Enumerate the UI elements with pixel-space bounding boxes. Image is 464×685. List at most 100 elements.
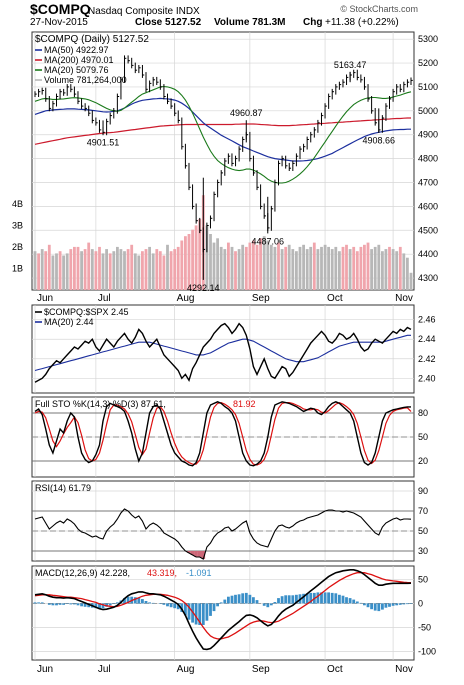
volume-bar (284, 246, 288, 290)
price-annotation: 5163.47 (334, 60, 367, 70)
price-annotation: 4960.87 (230, 108, 263, 118)
macd-histogram-bar (141, 599, 144, 604)
price-annotation: 4487.06 (251, 236, 284, 246)
volume-bar (176, 246, 180, 290)
macd-histogram-bar (201, 603, 205, 625)
volume-bar (241, 244, 245, 290)
macd-histogram-bar (166, 603, 169, 607)
volume-bar (198, 218, 202, 290)
macd-histogram-bar (87, 603, 91, 608)
macd-line (34, 569, 412, 651)
volume-bar (323, 244, 327, 290)
macd-histogram-bar (158, 603, 162, 604)
y-tick-label: 5100 (418, 82, 438, 92)
macd-histogram-bar (295, 594, 298, 604)
macd-histogram-bar (180, 603, 184, 612)
macd-histogram-bar (144, 601, 148, 604)
volume-bar (158, 251, 162, 290)
sto-d-line (34, 401, 412, 466)
macd-histogram-bar (269, 603, 273, 606)
volume-bar (33, 251, 37, 290)
x-tick-label: Jul (98, 664, 111, 675)
volume-bar (47, 244, 51, 290)
macd-histogram-bar (116, 602, 119, 604)
volume-bar (330, 249, 334, 290)
volume-bar (402, 253, 406, 290)
macd-histogram-bar (284, 595, 288, 604)
macd-histogram-bar (55, 603, 58, 606)
x-tick-label: Aug (177, 664, 195, 675)
macd-histogram-bar (234, 594, 237, 604)
volume-bar (219, 246, 223, 290)
volume-bar (259, 238, 262, 290)
volume-bar (348, 249, 352, 290)
volume-bar (237, 249, 241, 290)
panel-frame (31, 565, 415, 661)
macd-histogram-bar (338, 594, 341, 604)
volume-bar (409, 272, 413, 290)
volume-bar (291, 249, 295, 290)
volume-bar (287, 244, 291, 290)
macd-histogram-bar (252, 597, 255, 604)
volume-bar (373, 246, 377, 290)
y-tick-label: 80 (418, 408, 428, 418)
y-tick-label: 4800 (418, 154, 438, 164)
volume-bar (137, 255, 141, 290)
volume-bar (302, 244, 305, 290)
macd-histogram-bar (137, 597, 141, 604)
volume-bar (65, 253, 69, 290)
y-tick-label: 0 (418, 598, 423, 608)
macd-histogram-bar (287, 595, 291, 604)
volume-bar (105, 249, 108, 290)
stochastic-panel: 20 50 80 Full STO %K(14,3) %D(3) 87.61, 81.9… (31, 396, 428, 478)
price-annotation: 4901.51 (87, 137, 120, 147)
volume-bar (388, 246, 391, 290)
macd-signal-line (34, 572, 412, 640)
macd-histogram-bar (352, 599, 356, 604)
macd-histogram-bar (223, 599, 227, 604)
price-panel-title: $COMPQ (Daily) 5127.52 (35, 34, 149, 45)
volume-bar (381, 251, 384, 290)
y-tick-label: 50 (418, 432, 428, 442)
volume-bar (352, 246, 356, 290)
volume-bar (116, 246, 119, 290)
macd-histogram-bar (187, 603, 191, 620)
volume-bar (169, 251, 173, 290)
macd-histogram-bar (381, 603, 384, 610)
macd-histogram-bar (40, 602, 44, 604)
volume-bar (227, 242, 230, 290)
volume-bar (212, 242, 216, 290)
x-tick-label: Jun (37, 664, 53, 675)
macd-histogram-bar (98, 603, 101, 609)
volume-bar (266, 240, 270, 290)
volume-bar (37, 253, 40, 290)
x-tick-label: Sep (252, 664, 270, 675)
macd-histogram-bar (273, 602, 277, 604)
macd-histogram-bar (58, 603, 62, 605)
volume-bar (205, 225, 209, 290)
volume-bar (338, 251, 341, 290)
volume-bar (244, 246, 248, 290)
macd-title-histogram: -1.091 (186, 568, 212, 578)
volume-bar (55, 253, 58, 290)
x-tick-label: Nov (395, 664, 413, 675)
volume-bar (209, 234, 212, 290)
volume-bar (187, 234, 191, 290)
volume-bar (51, 255, 55, 290)
y-tick-label: 20 (418, 456, 428, 466)
volume-bar (191, 229, 194, 290)
volume-bar (123, 251, 126, 290)
legend-entry: MA(20) 2.44 (44, 317, 94, 327)
macd-histogram-bar (323, 592, 327, 604)
macd-histogram-bar (76, 603, 80, 606)
volume-bar (312, 242, 316, 290)
macd-histogram-bar (327, 592, 330, 604)
volume-bar (108, 253, 112, 290)
legend-entry: MA(200) 4970.01 (44, 55, 114, 65)
y-tick-label: 5000 (418, 106, 438, 116)
x-tick-label: Oct (327, 664, 343, 675)
ratio-ma20-line (34, 334, 411, 372)
volume-bar (320, 246, 323, 290)
